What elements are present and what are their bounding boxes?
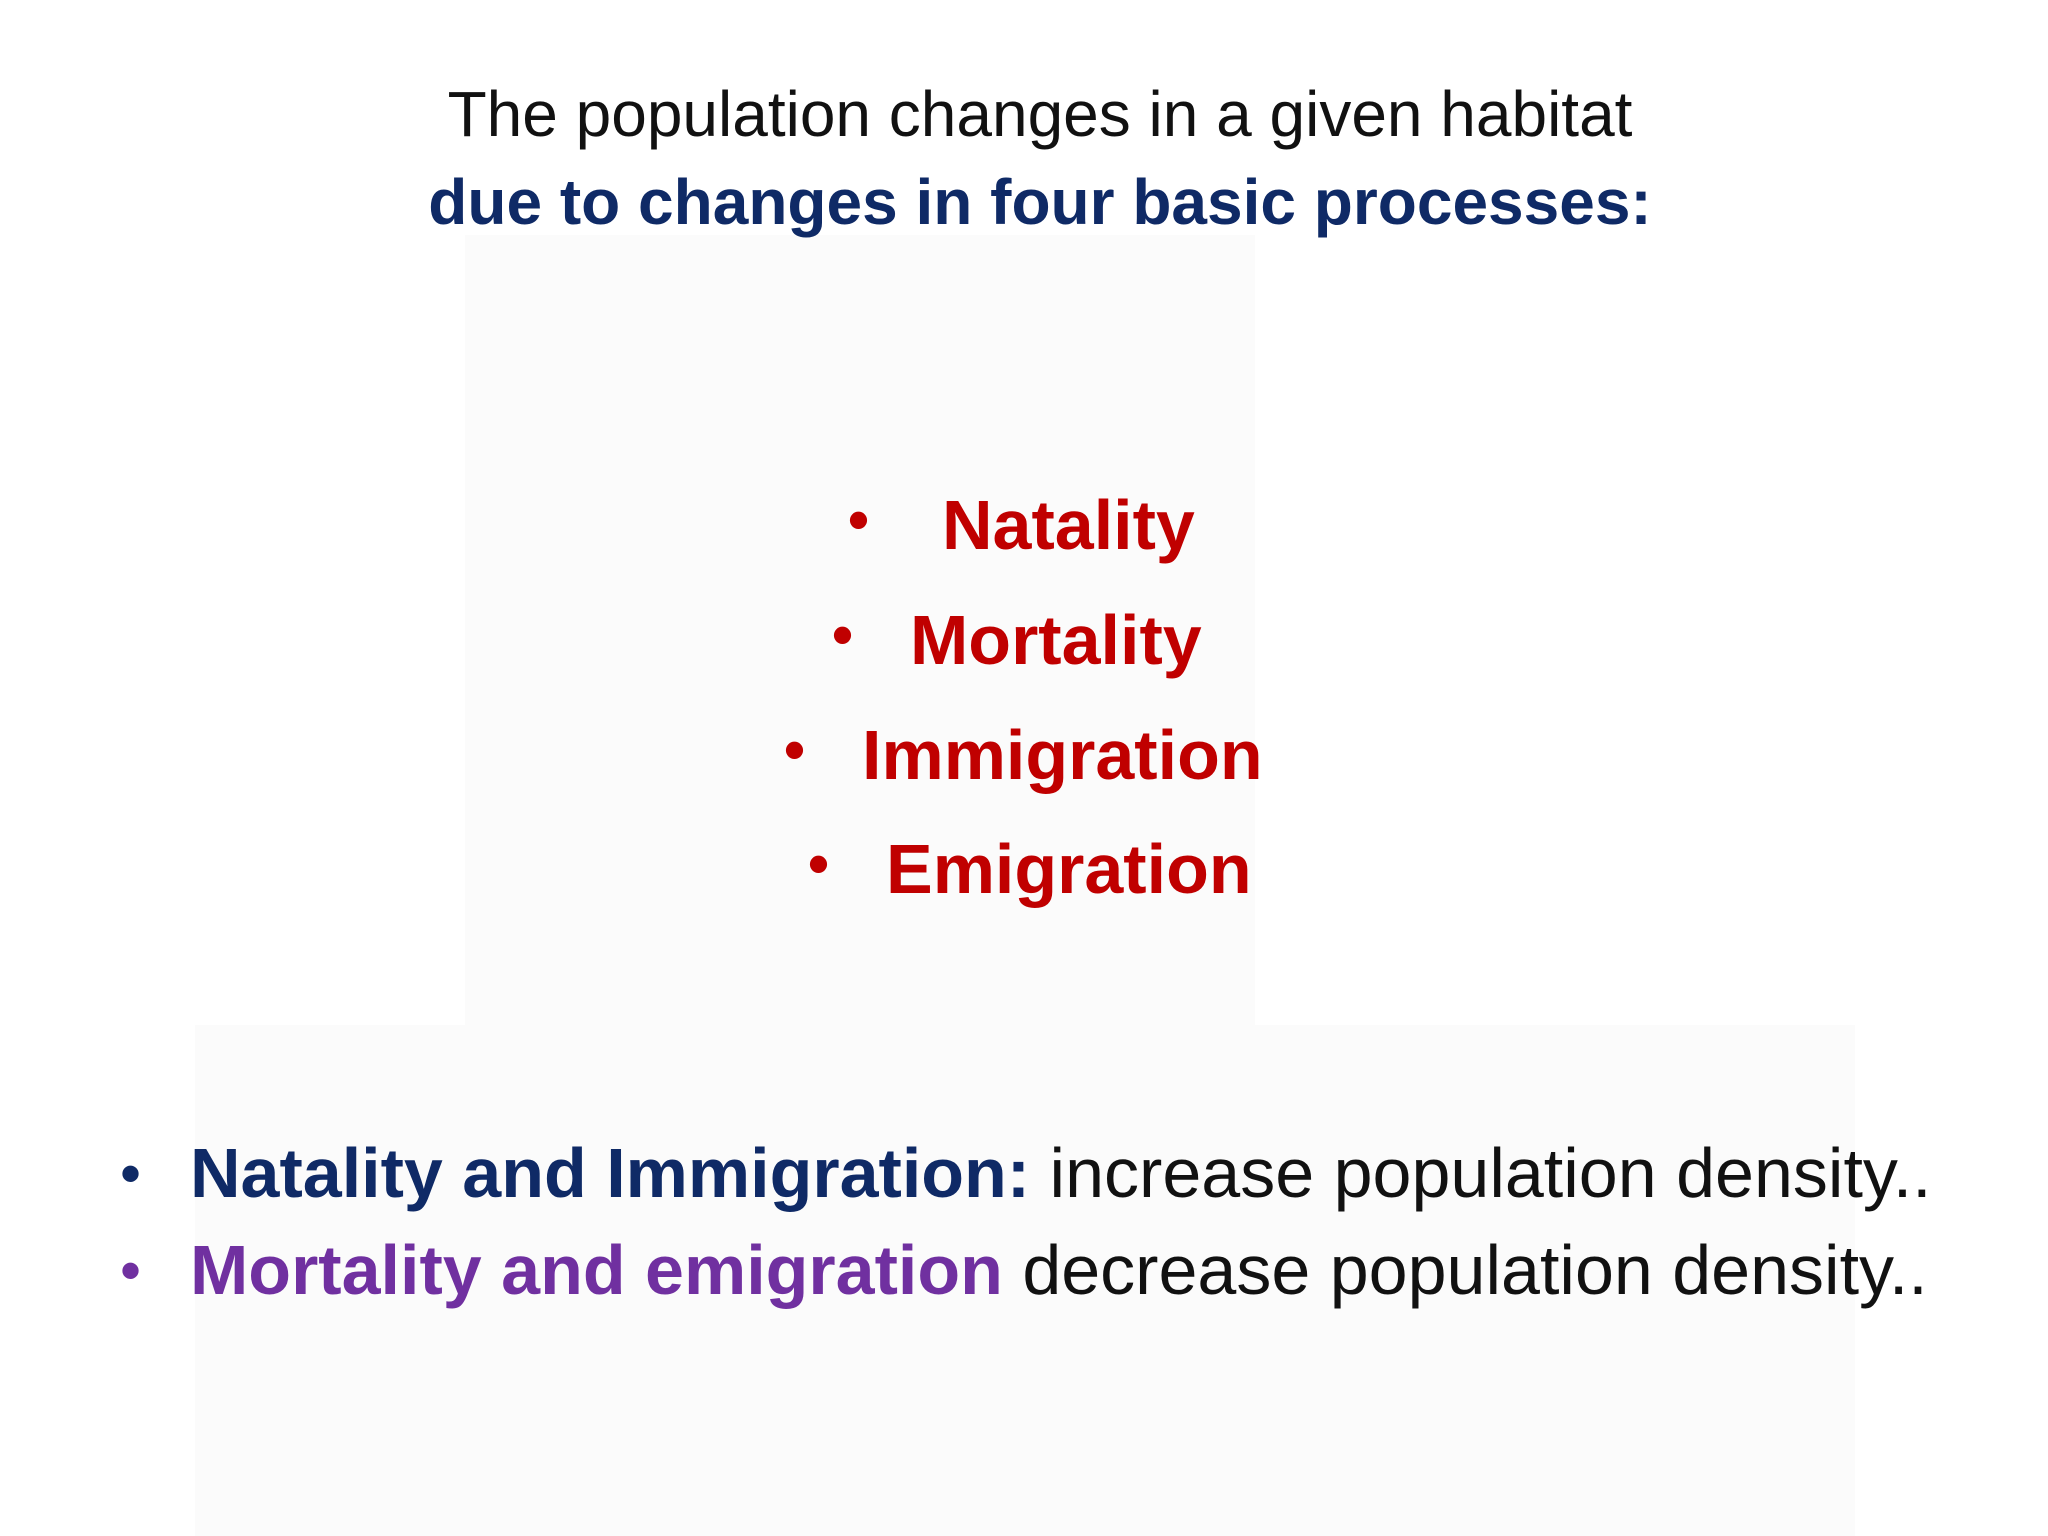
process-label: Emigration	[886, 830, 1252, 908]
summary-row-increase: • Natality and Immigration: increase pop…	[120, 1125, 1932, 1222]
bullet-icon: •	[784, 716, 806, 783]
slide-heading: The population changes in a given habita…	[0, 70, 2048, 246]
summary-text: decrease population density..	[1002, 1231, 1928, 1309]
process-label: Natality	[942, 486, 1195, 564]
bullet-icon: •	[808, 830, 830, 897]
bullet-icon: •	[848, 486, 870, 553]
bullet-icon: •	[120, 1237, 142, 1304]
summary-text: increase population density..	[1030, 1134, 1932, 1212]
summary-lead: Natality and Immigration:	[190, 1134, 1031, 1212]
process-item-emigration: • Emigration	[808, 829, 1252, 909]
bullet-icon: •	[832, 601, 854, 668]
background-shade-lower	[195, 1025, 1855, 1536]
background-shade-upper	[465, 235, 1255, 1025]
process-label: Immigration	[862, 716, 1263, 794]
process-item-natality: • Natality	[848, 485, 1195, 565]
process-label: Mortality	[910, 601, 1202, 679]
heading-line-2: due to changes in four basic processes:	[428, 166, 1652, 238]
summary-list: • Natality and Immigration: increase pop…	[120, 1125, 1932, 1319]
process-item-immigration: • Immigration	[784, 715, 1263, 795]
bullet-icon: •	[120, 1140, 142, 1207]
summary-row-decrease: • Mortality and emigration decrease popu…	[120, 1222, 1932, 1319]
summary-lead: Mortality and emigration	[190, 1231, 1003, 1309]
heading-line-1: The population changes in a given habita…	[447, 78, 1633, 150]
process-item-mortality: • Mortality	[832, 600, 1202, 680]
